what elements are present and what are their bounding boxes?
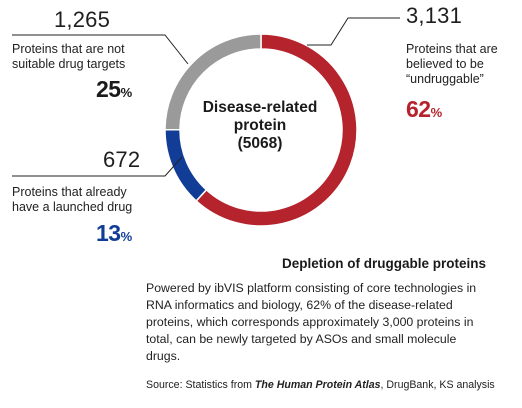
launched-percent-value: 13 xyxy=(96,220,121,246)
not-suitable-description: Proteins that are not suitable drug targ… xyxy=(12,42,125,72)
undruggable-percent: 62% xyxy=(406,96,442,123)
not-suitable-count: 1,265 xyxy=(54,7,111,32)
launched-desc-line: have a launched drug xyxy=(12,200,133,214)
undruggable-desc-line: “undruggable” xyxy=(406,72,484,86)
center-label-total: (5068) xyxy=(237,135,283,152)
undruggable-desc-line: believed to be xyxy=(406,57,484,71)
center-label: Disease-related protein (5068) xyxy=(190,99,330,153)
undruggable-percent-value: 62 xyxy=(406,96,431,122)
source-emphasis: The Human Protein Atlas xyxy=(254,379,381,391)
not-suitable-leader xyxy=(12,34,189,65)
section-title: Depletion of druggable proteins xyxy=(282,256,487,271)
body-line: total, can be newly targeted by ASOs and… xyxy=(146,332,457,346)
source-suffix: , DrugBank, KS analysis xyxy=(380,379,495,391)
undruggable-count: 3,131 xyxy=(406,3,463,28)
undruggable-desc-line: Proteins that are xyxy=(406,42,498,56)
launched-leader xyxy=(12,156,183,177)
undruggable-description: Proteins that are believed to be “undrug… xyxy=(406,42,498,87)
center-label-line2: protein xyxy=(233,117,287,134)
source-note: Source: Statistics from The Human Protei… xyxy=(146,379,495,391)
launched-count: 672 xyxy=(103,147,141,172)
body-line: Powered by ibVIS platform consisting of … xyxy=(146,281,477,295)
body-line: drugs. xyxy=(146,349,181,363)
undruggable-percent-sign: % xyxy=(430,105,443,120)
not-suitable-desc-line: Proteins that are not xyxy=(12,42,125,56)
not-suitable-slice xyxy=(164,33,262,131)
body-line: proteins, which corresponds approximatel… xyxy=(146,315,474,329)
not-suitable-desc-line: suitable drug targets xyxy=(12,57,126,71)
undruggable-leader xyxy=(307,17,400,46)
not-suitable-percent-value: 25 xyxy=(96,76,121,102)
body-line: RNA informatics and biology, 62% of the … xyxy=(146,298,453,312)
launched-percent: 13% xyxy=(96,220,132,247)
center-label-line1: Disease-related xyxy=(202,99,318,116)
source-prefix: Source: Statistics from xyxy=(146,379,255,391)
body-paragraph: Powered by ibVIS platform consisting of … xyxy=(146,280,518,365)
not-suitable-percent-sign: % xyxy=(120,85,133,100)
launched-desc-line: Proteins that already xyxy=(12,185,127,199)
launched-description: Proteins that already have a launched dr… xyxy=(12,185,132,215)
launched-percent-sign: % xyxy=(120,229,133,244)
not-suitable-percent: 25% xyxy=(96,76,132,103)
